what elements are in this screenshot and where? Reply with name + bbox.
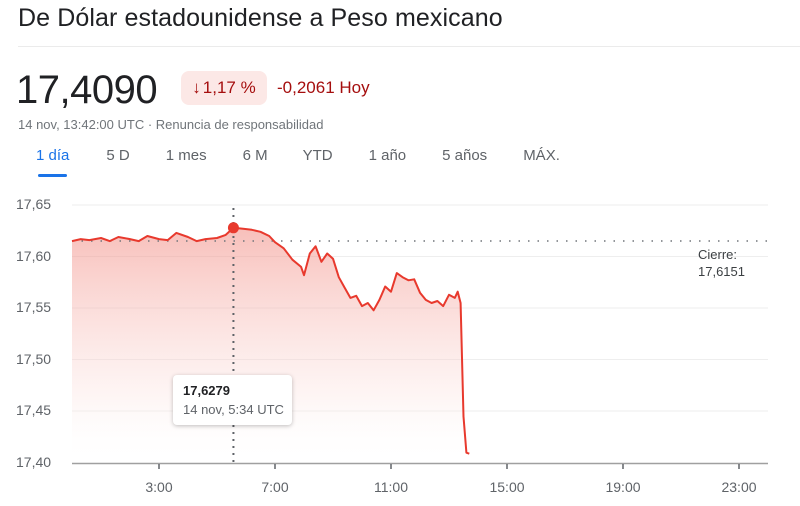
y-tick-label: 17,45 [16, 402, 52, 418]
x-tick-label: 7:00 [261, 479, 289, 495]
tab-5-d[interactable]: 5 D [106, 147, 130, 164]
change-percent-badge: ↓ 1,17 % [181, 71, 267, 105]
meta-separator: · [144, 117, 156, 132]
change-percent-value: 1,17 % [202, 78, 256, 97]
y-tick-label: 17,50 [16, 351, 52, 367]
tab-ytd[interactable]: YTD [302, 147, 333, 164]
arrow-down-icon: ↓ [192, 78, 201, 97]
quote-meta: 14 nov, 13:42:00 UTC · Renuncia de respo… [18, 117, 323, 132]
range-tabs: 1 día 5 D 1 mes 6 M YTD 1 año 5 años MÁX… [18, 147, 560, 177]
x-tick-label: 23:00 [721, 479, 757, 495]
tab-max[interactable]: MÁX. [523, 147, 560, 164]
change-absolute: -0,2061 Hoy [277, 78, 370, 97]
page-title: De Dólar estadounidense a Peso mexicano [18, 4, 503, 32]
hover-point [227, 222, 239, 234]
tab-1-dia[interactable]: 1 día [36, 147, 69, 177]
x-tick-label: 11:00 [374, 479, 408, 495]
tab-5-anos[interactable]: 5 años [442, 147, 488, 164]
x-tick-label: 19:00 [605, 479, 641, 495]
tooltip-value: 17,6279 [183, 383, 230, 398]
x-ticks [158, 464, 740, 469]
current-price: 17,4090 [16, 68, 158, 112]
y-tick-label: 17,60 [16, 248, 52, 264]
quote-timestamp: 14 nov, 13:42:00 UTC [18, 117, 145, 132]
y-tick-label: 17,55 [16, 299, 52, 315]
tab-6-m[interactable]: 6 M [242, 147, 268, 164]
title-divider [18, 46, 800, 47]
x-tick-label: 15:00 [489, 479, 525, 495]
y-tick-label: 17,40 [16, 454, 52, 470]
price-area [72, 227, 470, 463]
disclaimer-link[interactable]: Renuncia de responsabilidad [155, 117, 324, 132]
y-tick-label: 17,65 [16, 196, 52, 212]
tooltip-time: 14 nov, 5:34 UTC [183, 402, 284, 417]
previous-close-value: 17,6151 [698, 264, 745, 279]
tab-1-mes[interactable]: 1 mes [165, 147, 207, 164]
previous-close-annotation: Cierre: 17,6151 [698, 246, 745, 280]
chart-tooltip: 17,6279 14 nov, 5:34 UTC [173, 375, 292, 425]
x-tick-label: 3:00 [145, 479, 173, 495]
tab-1-ano[interactable]: 1 año [368, 147, 407, 164]
previous-close-label: Cierre: [698, 247, 738, 262]
price-line [71, 226, 470, 455]
